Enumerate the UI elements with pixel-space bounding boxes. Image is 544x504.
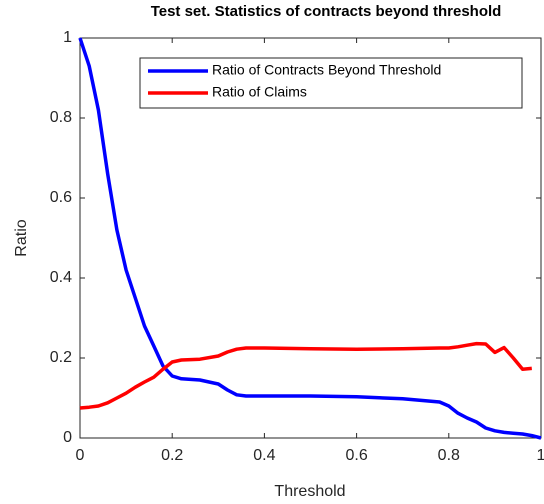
x-tick-label: 0.6 <box>345 447 367 464</box>
legend-box <box>139 57 523 109</box>
x-tick-label: 0.4 <box>253 447 275 464</box>
y-axis-label: Ratio <box>13 219 30 256</box>
legend-label: Ratio of Contracts Beyond Threshold <box>212 62 441 78</box>
x-tick-label: 0 <box>76 447 85 464</box>
x-tick-label: 0.2 <box>161 447 183 464</box>
legend-label: Ratio of Claims <box>212 84 307 100</box>
y-tick-label: 0.8 <box>50 109 72 126</box>
chart-title: Test set. Statistics of contracts beyond… <box>151 3 502 20</box>
y-tick-label: 0 <box>63 429 72 446</box>
y-tick-label: 0.6 <box>50 189 72 206</box>
y-tick-label: 1 <box>63 29 72 46</box>
y-tick-label: 0.4 <box>50 269 72 286</box>
x-tick-label: 0.8 <box>438 447 460 464</box>
y-tick-label: 0.2 <box>50 349 72 366</box>
data-line <box>78 37 542 440</box>
plot-frame <box>79 37 542 439</box>
data-line <box>79 341 532 410</box>
x-axis-label: Threshold <box>274 483 345 500</box>
x-tick-label: 1 <box>537 447 544 464</box>
